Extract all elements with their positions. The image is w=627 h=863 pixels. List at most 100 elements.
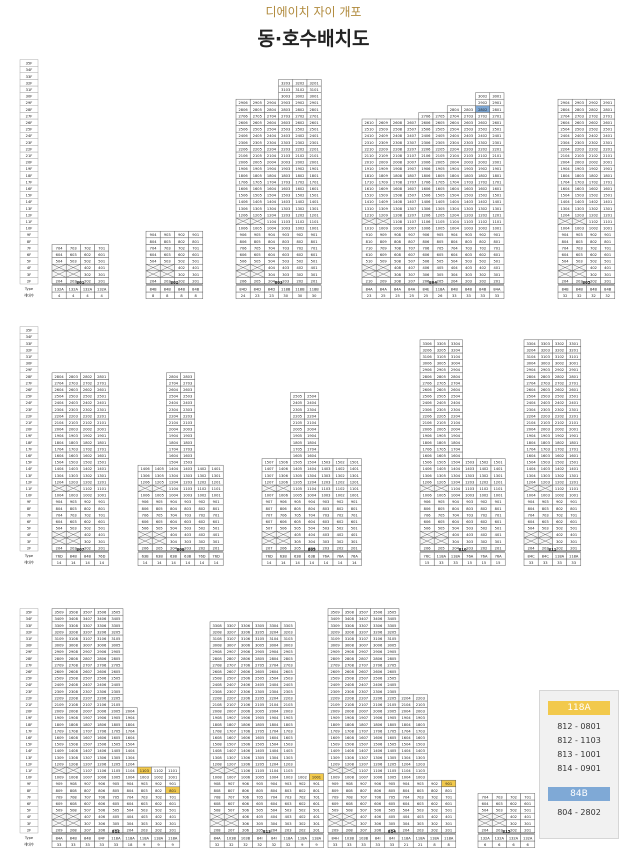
unit-number: 604 [150, 253, 158, 257]
unit-number: 2908 [69, 650, 79, 654]
unit-number: 3004 [451, 362, 461, 366]
unit-number: 502 [84, 527, 91, 531]
unit-number: 2004 [126, 710, 136, 714]
floor-label: 25F [26, 395, 33, 399]
unit-number: 2304 [169, 408, 179, 412]
unit-number: 401 [213, 533, 220, 537]
unit-number: 2502 [555, 395, 564, 399]
unit-type: 118A [416, 837, 426, 841]
unit-number: 1805 [437, 441, 446, 445]
unit-number: 907 [266, 500, 273, 504]
unit-number: 1103 [416, 769, 425, 773]
unit-number: 504 [528, 527, 536, 531]
unit-number: 1801 [603, 174, 612, 178]
unit-number: 3004 [527, 362, 537, 366]
count-cell [489, 291, 505, 299]
unit-number: 1404 [307, 467, 317, 471]
unit-number: 3407 [359, 617, 368, 621]
unit-type: 132A [523, 837, 533, 841]
unit-number: 703 [322, 513, 329, 517]
unit-number: 2306 [239, 141, 249, 145]
unit-number: 901 [311, 233, 318, 237]
unit-number: 2706 [423, 381, 433, 385]
unit-number: 2302 [589, 141, 598, 145]
unit-number: 503 [466, 527, 473, 531]
floor-label: 11F [26, 769, 33, 773]
unit-number: 1409 [331, 749, 341, 753]
unit-cross [235, 270, 251, 278]
floor-label: 23F [26, 141, 33, 145]
unit-number: 1802 [589, 174, 598, 178]
unit-number: 606 [422, 253, 430, 257]
unit-number: 205 [437, 279, 444, 283]
unit-number: 1806 [241, 723, 251, 727]
unit-number: 908 [394, 233, 402, 237]
unit-number: 2304 [561, 141, 571, 145]
unit-count: 21 [404, 843, 409, 847]
unit-number: 503 [70, 527, 77, 531]
unit-number: 1002 [478, 227, 487, 231]
floor-label: 34F [26, 335, 33, 339]
unit-number: 1308 [345, 756, 355, 760]
unit-type: 118A [312, 837, 322, 841]
block-name: 812 [112, 828, 120, 833]
unit-number: 903 [285, 782, 292, 786]
unit-number: 703 [164, 246, 171, 250]
unit-number: 2903 [575, 101, 584, 105]
unit-number: 1304 [450, 207, 460, 211]
unit-number: 1202 [83, 480, 92, 484]
block-name: 811 [548, 546, 556, 551]
unit-number: 502 [337, 527, 344, 531]
unit-number: 2308 [393, 141, 403, 145]
unit-number: 3207 [83, 630, 92, 634]
unit-number: 401 [524, 815, 531, 819]
unit-number: 1507 [407, 194, 416, 198]
unit-number: 705 [388, 795, 395, 799]
unit-number: 1602 [295, 187, 304, 191]
unit-number: 2905 [255, 650, 264, 654]
unit-number: 2208 [393, 147, 403, 151]
unit-number: 2308 [213, 690, 223, 694]
unit-number: 1009 [331, 776, 341, 780]
block-name: 805 [582, 279, 590, 284]
unit-number: 2904 [561, 101, 571, 105]
unit-number: 602 [590, 253, 597, 257]
unit-number: 1504 [451, 461, 461, 465]
unit-number: 2601 [603, 121, 612, 125]
unit-number: 3301 [569, 342, 578, 346]
unit-number: 501 [493, 260, 500, 264]
unit-number: 1305 [387, 756, 396, 760]
unit-type: 84B [84, 837, 92, 841]
unit-number: 3008 [345, 644, 355, 648]
unit-number: 1409 [55, 749, 65, 753]
unit-number: 2608 [393, 121, 403, 125]
unit-number: 2207 [407, 147, 416, 151]
unit-number: 3105 [255, 637, 264, 641]
unit-number: 1706 [373, 729, 383, 733]
floor-label: 24F [26, 683, 33, 687]
unit-number: 1209 [55, 762, 65, 766]
unit-number: 601 [313, 802, 320, 806]
unit-number: 904 [528, 500, 536, 504]
unit-number: 802 [296, 240, 303, 244]
unit-number: 1706 [421, 180, 431, 184]
unit-number: 1704 [55, 447, 65, 451]
unit-number: 2703 [281, 114, 290, 118]
unit-number: 2201 [310, 147, 319, 151]
unit-number: 709 [56, 795, 64, 799]
unit-number: 2503 [69, 395, 78, 399]
unit-number: 1003 [541, 494, 550, 498]
unit-number: 1906 [241, 716, 251, 720]
unit-number: 1206 [141, 480, 151, 484]
unit-number: 1408 [393, 200, 403, 204]
unit-number: 1603 [541, 454, 550, 458]
unit-number: 702 [556, 513, 563, 517]
unit-number: 1003 [140, 776, 149, 780]
unit-number: 1402 [555, 467, 564, 471]
unit-count: 23 [269, 294, 274, 298]
unit-number: 1407 [227, 749, 236, 753]
unit-number: 3305 [255, 624, 264, 628]
unit-number: 1506 [421, 194, 431, 198]
unit-number: 2503 [281, 128, 290, 132]
unit-number: 1605 [111, 736, 120, 740]
